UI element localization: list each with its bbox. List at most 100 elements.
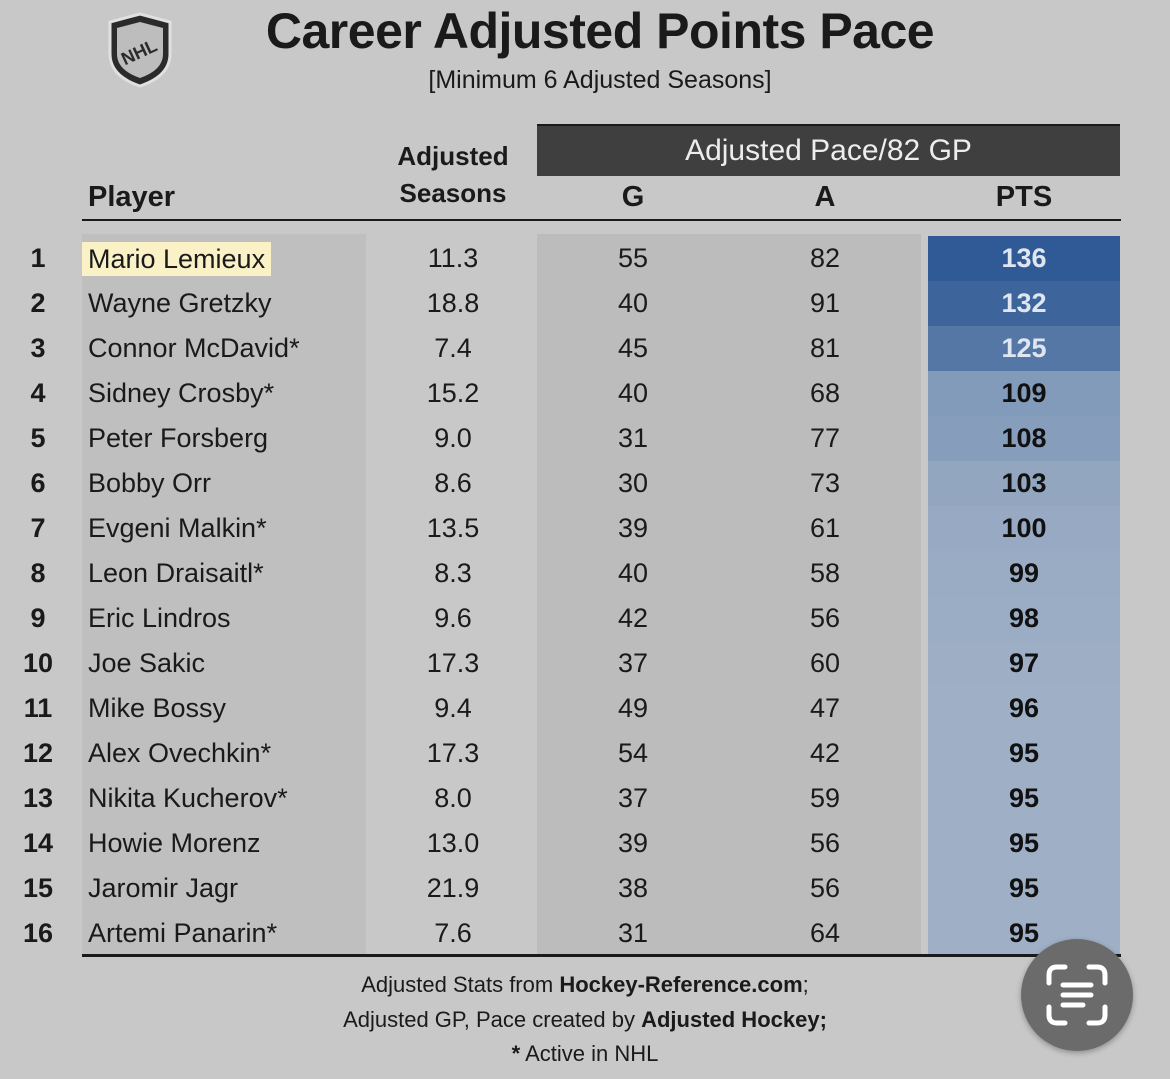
player-cell: Sidney Crosby* <box>88 378 275 408</box>
assists-cell: 77 <box>809 423 841 453</box>
assists-cell: 68 <box>809 378 841 408</box>
pace-group-header: Adjusted Pace/82 GP <box>537 124 1120 176</box>
goals-cell: 31 <box>617 423 649 453</box>
player-cell: Jaromir Jagr <box>88 873 239 903</box>
rank-cell: 13 <box>22 783 54 813</box>
player-cell: Mario Lemieux <box>82 242 272 276</box>
table-row: 15 Jaromir Jagr 21.9 38 56 95 <box>0 866 1170 911</box>
points-cell: 95 <box>928 821 1120 866</box>
table-row: 10 Joe Sakic 17.3 37 60 97 <box>0 641 1170 686</box>
goals-cell: 39 <box>617 513 649 543</box>
points-cell: 95 <box>928 866 1120 911</box>
rank-cell: 15 <box>22 873 54 903</box>
goals-cell: 49 <box>617 693 649 723</box>
adjusted-seasons-cell: 15.2 <box>426 378 480 408</box>
adjusted-seasons-cell: 17.3 <box>426 738 480 768</box>
rank-cell: 6 <box>30 468 46 498</box>
adjusted-seasons-cell: 18.8 <box>426 288 480 318</box>
footer-credit-name: Adjusted Hockey; <box>641 1007 827 1032</box>
footer-source: Adjusted Stats from Hockey-Reference.com… <box>0 972 1170 998</box>
table-row: 16 Artemi Panarin* 7.6 31 64 95 <box>0 911 1170 956</box>
player-cell: Bobby Orr <box>88 468 212 498</box>
rank-cell: 11 <box>23 693 53 723</box>
player-cell: Howie Morenz <box>88 828 261 858</box>
player-cell: Leon Draisaitl* <box>88 558 264 588</box>
adjusted-seasons-cell: 13.0 <box>426 828 480 858</box>
goals-cell: 37 <box>617 648 649 678</box>
header-adjusted-seasons: Adjusted Seasons <box>368 138 538 212</box>
table-row: 5 Peter Forsberg 9.0 31 77 108 <box>0 416 1170 461</box>
header-goals: G <box>621 181 645 213</box>
player-cell: Mike Bossy <box>88 693 227 723</box>
points-cell: 132 <box>928 281 1120 326</box>
player-cell: Nikita Kucherov* <box>88 783 288 813</box>
table-row: 4 Sidney Crosby* 15.2 40 68 109 <box>0 371 1170 416</box>
points-cell: 96 <box>928 686 1120 731</box>
table-row: 2 Wayne Gretzky 18.8 40 91 132 <box>0 281 1170 326</box>
player-column-band <box>82 234 366 954</box>
table-row: 8 Leon Draisaitl* 8.3 40 58 99 <box>0 551 1170 596</box>
footer-source-prefix: Adjusted Stats from <box>361 972 560 997</box>
points-cell: 98 <box>928 596 1120 641</box>
table-row: 14 Howie Morenz 13.0 39 56 95 <box>0 821 1170 866</box>
nhl-shield-logo: NHL <box>108 12 172 88</box>
goals-cell: 39 <box>617 828 649 858</box>
assists-cell: 64 <box>809 918 841 948</box>
table-row: 13 Nikita Kucherov* 8.0 37 59 95 <box>0 776 1170 821</box>
player-cell: Artemi Panarin* <box>88 918 278 948</box>
rank-cell: 12 <box>22 738 54 768</box>
points-cell: 100 <box>928 506 1120 551</box>
assists-cell: 73 <box>809 468 841 498</box>
assists-cell: 81 <box>809 333 841 363</box>
chart-subtitle: [Minimum 6 Adjusted Seasons] <box>428 66 772 94</box>
bottom-rule <box>82 954 1121 957</box>
goals-assists-column-band <box>537 234 921 954</box>
adjusted-seasons-cell: 11.3 <box>427 243 479 273</box>
player-cell: Alex Ovechkin* <box>88 738 272 768</box>
adjusted-seasons-cell: 8.6 <box>434 468 472 498</box>
assists-cell: 61 <box>809 513 841 543</box>
player-cell: Joe Sakic <box>88 648 206 678</box>
assists-cell: 56 <box>809 828 841 858</box>
adjusted-seasons-cell: 9.4 <box>434 693 472 723</box>
footer-note-text: Active in NHL <box>520 1041 659 1066</box>
assists-cell: 42 <box>809 738 841 768</box>
points-cell: 108 <box>928 416 1120 461</box>
rank-cell: 4 <box>30 378 46 408</box>
assists-cell: 82 <box>809 243 841 273</box>
assists-cell: 47 <box>809 693 841 723</box>
points-cell: 109 <box>928 371 1120 416</box>
rank-cell: 5 <box>30 423 46 453</box>
text-scan-button[interactable] <box>1021 939 1133 1051</box>
header-points: PTS <box>995 181 1053 213</box>
points-cell: 103 <box>928 461 1120 506</box>
footer-credit-prefix: Adjusted GP, Pace created by <box>343 1007 642 1032</box>
assists-cell: 56 <box>809 603 841 633</box>
points-cell: 125 <box>928 326 1120 371</box>
footer-note-star: * <box>511 1041 521 1066</box>
goals-cell: 42 <box>617 603 649 633</box>
goals-cell: 40 <box>617 558 649 588</box>
goals-cell: 54 <box>617 738 649 768</box>
player-cell: Evgeni Malkin* <box>88 513 267 543</box>
rank-cell: 14 <box>22 828 54 858</box>
adjusted-seasons-cell: 13.5 <box>426 513 480 543</box>
header-assists: A <box>814 181 836 213</box>
player-cell: Eric Lindros <box>88 603 231 633</box>
text-scan-icon <box>1046 964 1108 1026</box>
table-row: 11 Mike Bossy 9.4 49 47 96 <box>0 686 1170 731</box>
points-cell: 99 <box>928 551 1120 596</box>
adjusted-seasons-cell: 21.9 <box>426 873 480 903</box>
footer-source-site: Hockey-Reference.com <box>559 972 803 997</box>
table-row: 3 Connor McDavid* 7.4 45 81 125 <box>0 326 1170 371</box>
assists-cell: 60 <box>809 648 841 678</box>
points-cell: 97 <box>928 641 1120 686</box>
player-cell: Peter Forsberg <box>88 423 269 453</box>
rank-cell: 7 <box>30 513 46 543</box>
goals-cell: 40 <box>617 288 649 318</box>
points-cell: 95 <box>928 731 1120 776</box>
rank-cell: 2 <box>30 288 46 318</box>
adjusted-seasons-cell: 8.0 <box>434 783 472 813</box>
footer-note: * Active in NHL <box>0 1041 1170 1067</box>
goals-cell: 31 <box>617 918 649 948</box>
